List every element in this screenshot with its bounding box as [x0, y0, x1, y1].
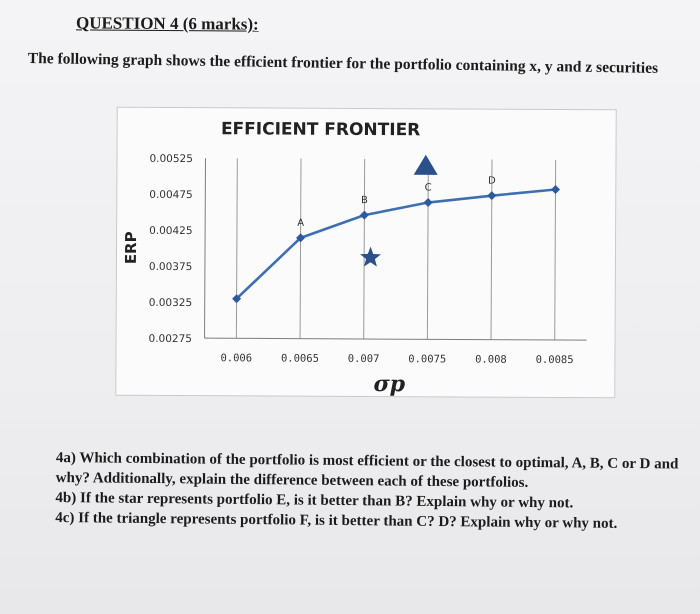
point-label: D [488, 176, 496, 187]
x-tick-label: 0.007 [348, 353, 380, 365]
x-tick-label: 0.0065 [281, 353, 319, 365]
efficient-frontier-chart: EFFICIENT FRONTIER 0.006 0.0065 0.007 0.0075… [115, 106, 617, 399]
x-tick-label: 0.008 [475, 354, 507, 366]
y-tick-label: 0.00375 [149, 261, 192, 273]
data-point [423, 198, 433, 208]
y-tick-label: 0.00325 [149, 297, 192, 309]
question-4a: 4a) Which combination of the portfolio i… [55, 449, 679, 491]
gridline-x [363, 158, 366, 339]
y-tick-label: 0.00425 [149, 225, 192, 237]
gridline-x [299, 158, 302, 339]
point-label: A [297, 218, 304, 229]
y-tick-label: 0.00475 [149, 189, 192, 201]
x-tick-label: 0.006 [220, 352, 252, 364]
x-axis-title: σp [373, 371, 405, 397]
y-tick-label: 0.00275 [149, 333, 192, 345]
x-axis-line [204, 337, 587, 341]
gridline-x [490, 159, 493, 340]
x-tick-label: 0.0075 [408, 353, 446, 365]
data-point [232, 294, 242, 304]
data-point [296, 233, 306, 243]
y-tick-label: 0.00525 [149, 153, 192, 165]
chart-title: EFFICIENT FRONTIER [221, 119, 420, 140]
data-point [359, 210, 369, 220]
chart-svg: EFFICIENT FRONTIER 0.006 0.0065 0.007 0.0075… [122, 119, 587, 397]
y-axis-line [204, 158, 206, 339]
gridline-x [235, 158, 238, 339]
x-tick-label: 0.0085 [536, 354, 574, 366]
data-point [487, 191, 497, 201]
data-point [550, 185, 560, 195]
y-axis-title: ERP [122, 231, 140, 264]
question-title: QUESTION 4 (6 marks): [75, 13, 259, 34]
triangle-marker [413, 154, 438, 175]
point-label: B [361, 195, 368, 206]
star-marker [360, 246, 381, 267]
series-line [235, 188, 556, 300]
question-intro: The following graph shows the efficient … [27, 50, 659, 77]
gridline-x [426, 159, 429, 340]
point-label: C [425, 183, 432, 194]
sub-questions: 4a) Which combination of the portfolio i… [55, 448, 696, 535]
